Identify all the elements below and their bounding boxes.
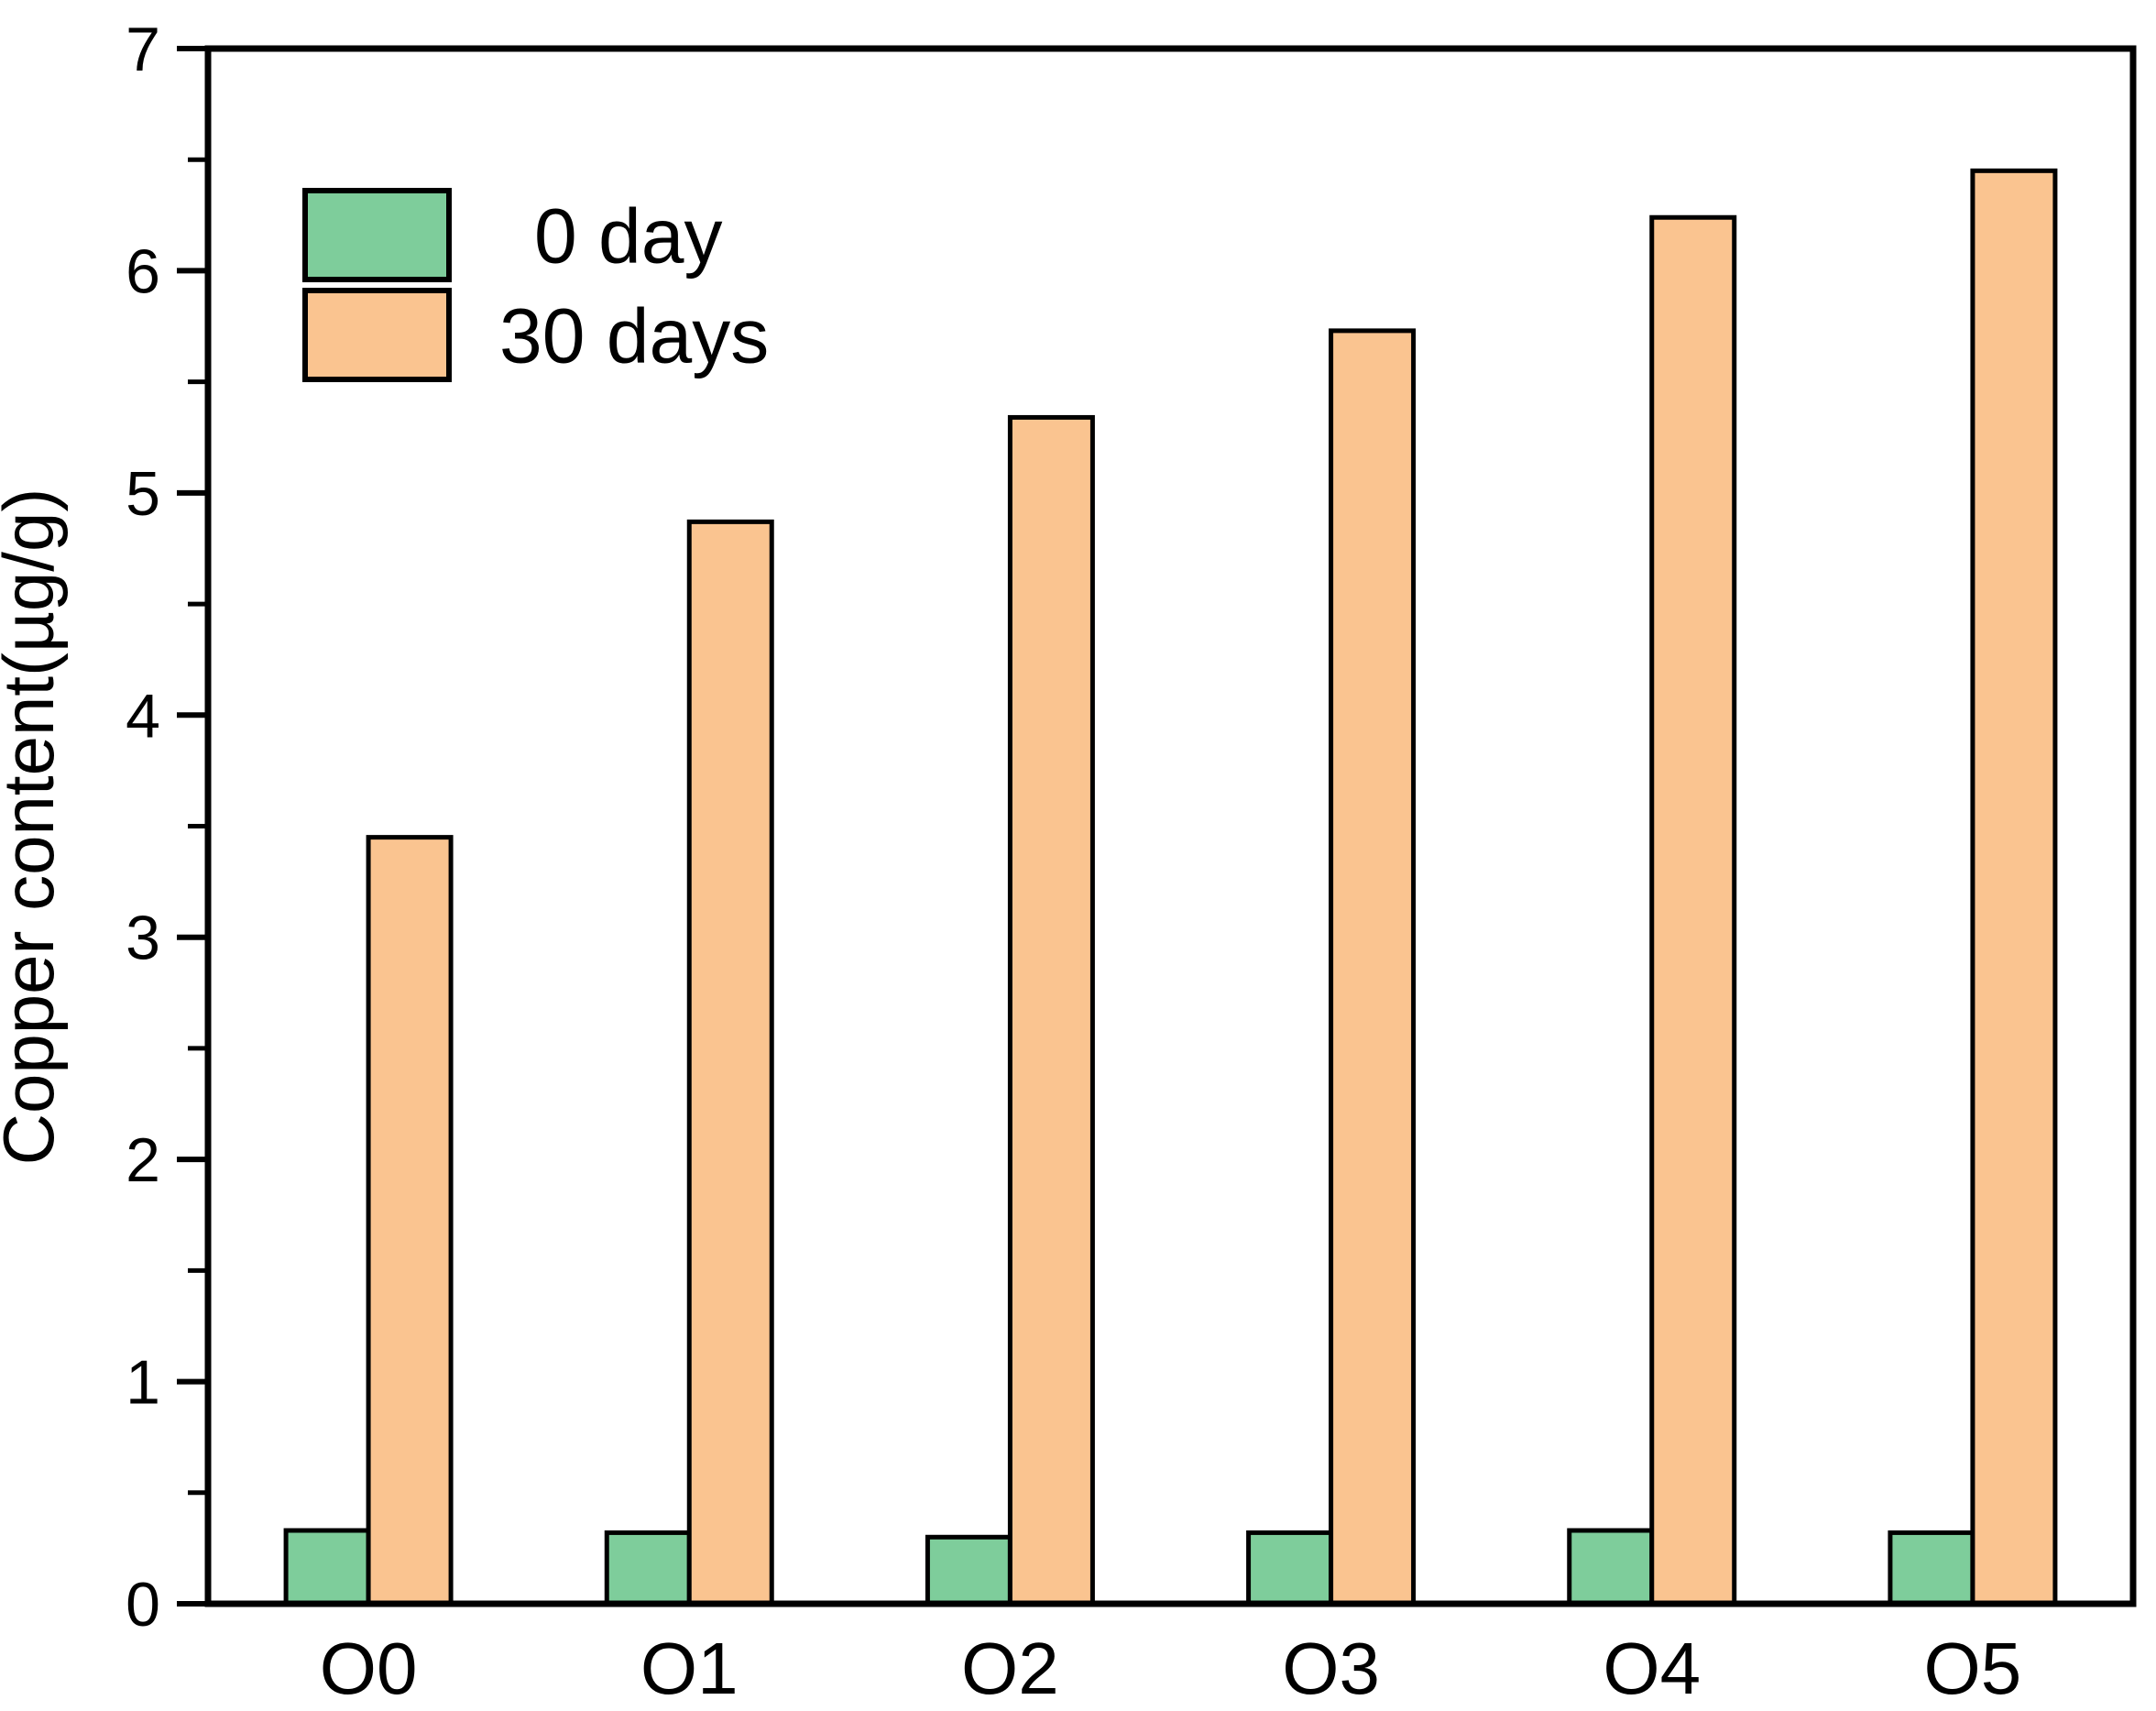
bar-30-days-O3 (1329, 328, 1417, 1607)
legend: 0 day 30 days (302, 188, 769, 382)
legend-label-30-days: 30 days (499, 293, 769, 379)
bar-30-days-O2 (1007, 414, 1095, 1607)
x-axis-label-O0: O0 (320, 1628, 418, 1709)
bar-0-day-O2 (925, 1534, 1012, 1607)
x-axis-label-O5: O5 (1924, 1628, 2022, 1709)
y-axis-title: Copper content(µg/g) (0, 488, 69, 1166)
plot-frame (204, 45, 2137, 1607)
bar-30-days-O0 (366, 835, 454, 1607)
bars-layer (283, 168, 2058, 1607)
y-axis-ticks (177, 46, 208, 1607)
bar-30-days-O1 (686, 519, 774, 1607)
y-tick-label: 5 (126, 459, 160, 529)
bar-0-day-O5 (1888, 1530, 1975, 1607)
legend-label-0-day: 0 day (534, 193, 723, 280)
bar-0-day-O3 (1246, 1530, 1334, 1607)
bar-30-days-O5 (1970, 168, 2058, 1607)
x-axis-label-O3: O3 (1282, 1628, 1380, 1709)
y-tick-label: 1 (126, 1348, 160, 1418)
y-tick-label: 3 (126, 904, 160, 973)
legend-swatch-0-day (302, 188, 452, 282)
x-axis-labels: O0 O1 O2 O3 O4 O5 (320, 1628, 2022, 1709)
bar-30-days-O4 (1649, 214, 1737, 1607)
x-axis-label-O2: O2 (961, 1628, 1059, 1709)
y-tick-label: 4 (126, 681, 160, 751)
x-axis-label-O1: O1 (640, 1628, 739, 1709)
y-tick-label: 7 (126, 15, 160, 84)
y-tick-label: 0 (126, 1570, 160, 1640)
legend-swatch-30-days (302, 288, 452, 382)
bar-0-day-O1 (604, 1530, 692, 1607)
x-axis-label-O4: O4 (1603, 1628, 1701, 1709)
y-tick-label: 2 (126, 1125, 160, 1195)
y-tick-label: 6 (126, 236, 160, 306)
y-axis-tick-labels: 0 1 2 3 4 5 6 7 (126, 15, 160, 1640)
bar-0-day-O0 (283, 1528, 371, 1607)
bar-0-day-O4 (1567, 1528, 1655, 1607)
